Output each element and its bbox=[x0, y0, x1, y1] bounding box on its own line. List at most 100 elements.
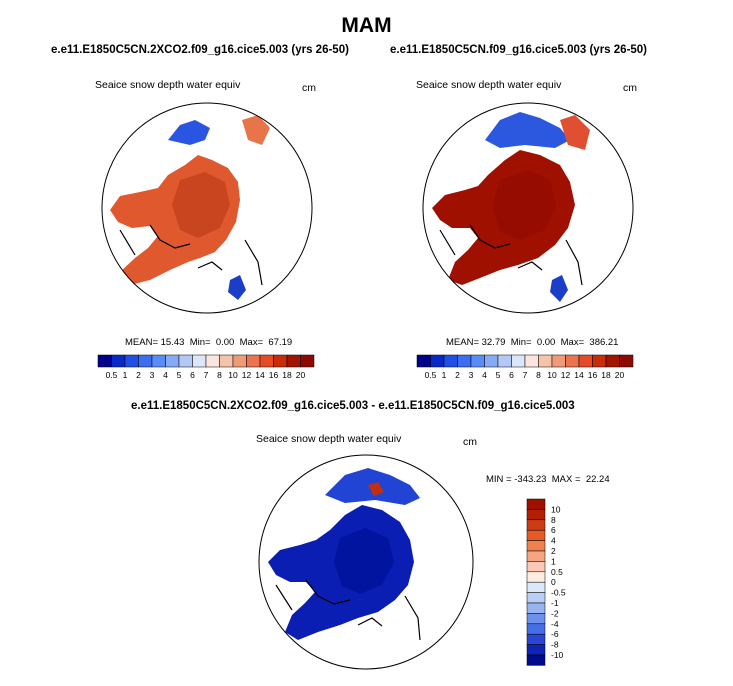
colorbar-diff-swatch bbox=[526, 571, 546, 583]
colorbar-panel1-tick-label: 6 bbox=[190, 370, 195, 380]
diff-ice-core bbox=[334, 528, 394, 594]
colorbar-diff-swatch bbox=[526, 509, 546, 521]
panel2-ice-core bbox=[492, 170, 556, 240]
colorbar-diff-tick-label: -6 bbox=[551, 629, 559, 639]
colorbar-panel2-swatch bbox=[430, 354, 445, 368]
colorbar-panel2-tick-label: 2 bbox=[455, 370, 460, 380]
panel2-topright-ice bbox=[560, 115, 590, 150]
diff-stats: MIN = -343.23 MAX = 22.24 bbox=[486, 474, 610, 485]
colorbar-diff-tick-label: -8 bbox=[551, 640, 559, 650]
colorbar-panel1-swatch bbox=[246, 354, 261, 368]
colorbar-diff-tick-label: 8 bbox=[551, 515, 556, 525]
diff-land-outline bbox=[275, 579, 421, 641]
colorbar-panel1-tick-label: 0.5 bbox=[106, 370, 118, 380]
diff-topright-red bbox=[368, 482, 384, 496]
panel2-variable: Seaice snow depth water equiv bbox=[416, 79, 562, 91]
panel2-stats: MEAN= 32.79 Min= 0.00 Max= 386.21 bbox=[446, 337, 619, 348]
colorbar-panel1-swatch bbox=[138, 354, 153, 368]
colorbar-panel1-swatch bbox=[151, 354, 166, 368]
colorbar-panel1-tick-label: 2 bbox=[136, 370, 141, 380]
colorbar-panel2-swatch bbox=[578, 354, 593, 368]
colorbar-panel2-swatch bbox=[443, 354, 458, 368]
colorbar-panel1-swatch bbox=[273, 354, 288, 368]
colorbar-diff-tick-label: 1 bbox=[551, 556, 556, 566]
colorbar-panel2-tick-label: 12 bbox=[561, 370, 571, 380]
colorbar-panel1-tick-label: 1 bbox=[123, 370, 128, 380]
panel1-title: e.e11.E1850C5CN.2XCO2.f09_g16.cice5.003 … bbox=[51, 44, 349, 56]
colorbar-panel2-tick-label: 16 bbox=[588, 370, 598, 380]
colorbar-diff-swatch bbox=[526, 519, 546, 531]
colorbar-panel2-tick-label: 6 bbox=[509, 370, 514, 380]
panel1-ice-core bbox=[172, 172, 230, 238]
colorbar-panel1-swatch bbox=[192, 354, 207, 368]
colorbar-panel1-tick-label: 5 bbox=[177, 370, 182, 380]
colorbar-panel2-tick-label: 1 bbox=[442, 370, 447, 380]
diff-variable: Seaice snow depth water equiv bbox=[256, 433, 402, 445]
panel2-title: e.e11.E1850C5CN.f09_g16.cice5.003 (yrs 2… bbox=[390, 44, 648, 56]
panel1-top-ice bbox=[168, 120, 210, 145]
colorbar-panel1-swatch bbox=[300, 354, 315, 368]
colorbar-diff-swatch bbox=[526, 529, 546, 541]
colorbar-diff-swatch bbox=[526, 633, 546, 645]
colorbar-panel1-tick-label: 12 bbox=[242, 370, 252, 380]
panel2-land-outline bbox=[439, 224, 583, 286]
colorbar-panel2-tick-label: 20 bbox=[615, 370, 625, 380]
map-panel2 bbox=[423, 103, 633, 313]
colorbar-panel2: 0.5 1 2 3 4 5 6 7 8 10 12 14 16 18 20 bbox=[416, 354, 634, 380]
colorbar-panel2-swatch bbox=[619, 354, 634, 368]
colorbar-panel1-swatch bbox=[259, 354, 274, 368]
map-diff bbox=[259, 455, 473, 669]
colorbar-panel2-tick-label: 14 bbox=[574, 370, 584, 380]
diff-title: e.e11.E1850C5CN.2XCO2.f09_g16.cice5.003 … bbox=[131, 400, 575, 412]
colorbar-panel1-swatch bbox=[97, 354, 112, 368]
colorbar-panel2-swatch bbox=[592, 354, 607, 368]
colorbar-panel1-swatch bbox=[111, 354, 126, 368]
colorbar-panel2-tick-label: 0.5 bbox=[425, 370, 437, 380]
panel1-map-boundary bbox=[101, 102, 313, 314]
colorbar-panel2-swatch bbox=[605, 354, 620, 368]
colorbar-panel2-swatch bbox=[551, 354, 566, 368]
colorbar-panel1-swatch bbox=[124, 354, 139, 368]
colorbar-panel1: 0.5 1 2 3 4 5 6 7 8 10 12 14 16 18 20 bbox=[97, 354, 315, 380]
panel2-map-boundary bbox=[422, 102, 634, 314]
colorbar-panel1-tick-label: 4 bbox=[163, 370, 168, 380]
colorbar-panel2-swatch bbox=[457, 354, 472, 368]
colorbar-diff-tick-label: -2 bbox=[551, 608, 559, 618]
colorbar-diff-swatch bbox=[526, 561, 546, 573]
colorbar-diff-tick-label: 4 bbox=[551, 536, 556, 546]
panel1-units: cm bbox=[302, 82, 316, 94]
colorbar-panel2-tick-label: 8 bbox=[536, 370, 541, 380]
colorbar-diff-swatch bbox=[526, 592, 546, 604]
colorbar-panel1-swatch bbox=[219, 354, 234, 368]
colorbar-diff-tick-label: -1 bbox=[551, 598, 559, 608]
main-title: MAM bbox=[341, 14, 392, 37]
colorbar-panel1-swatch bbox=[205, 354, 220, 368]
map-panel1 bbox=[102, 103, 312, 313]
colorbar-diff-tick-label: 0 bbox=[551, 577, 556, 587]
colorbar-panel2-swatch bbox=[511, 354, 526, 368]
colorbar-diff-swatch bbox=[526, 623, 546, 635]
colorbar-diff-tick-label: 0.5 bbox=[551, 567, 563, 577]
diff-units: cm bbox=[463, 436, 477, 448]
colorbar-diff-swatch bbox=[526, 602, 546, 614]
panel1-stats: MEAN= 15.43 Min= 0.00 Max= 67.19 bbox=[125, 337, 293, 348]
colorbar-panel2-tick-label: 18 bbox=[601, 370, 611, 380]
panel2-units: cm bbox=[623, 82, 637, 94]
colorbar-panel1-tick-label: 18 bbox=[282, 370, 292, 380]
colorbar-panel1-swatch bbox=[165, 354, 180, 368]
colorbar-panel2-swatch bbox=[538, 354, 553, 368]
colorbar-diff-swatch bbox=[526, 654, 546, 666]
colorbar-panel2-swatch bbox=[565, 354, 580, 368]
colorbar-diff-tick-label: -4 bbox=[551, 619, 559, 629]
colorbar-panel1-tick-label: 3 bbox=[150, 370, 155, 380]
colorbar-diff-tick-label: 2 bbox=[551, 546, 556, 556]
colorbar-diff-swatch bbox=[526, 540, 546, 552]
colorbar-panel2-tick-label: 5 bbox=[496, 370, 501, 380]
colorbar-diff-swatch bbox=[526, 644, 546, 656]
colorbar-diff-swatch bbox=[526, 550, 546, 562]
colorbar-panel1-swatch bbox=[178, 354, 193, 368]
panel1-land-outline bbox=[119, 224, 263, 286]
colorbar-diff-swatch bbox=[526, 613, 546, 625]
